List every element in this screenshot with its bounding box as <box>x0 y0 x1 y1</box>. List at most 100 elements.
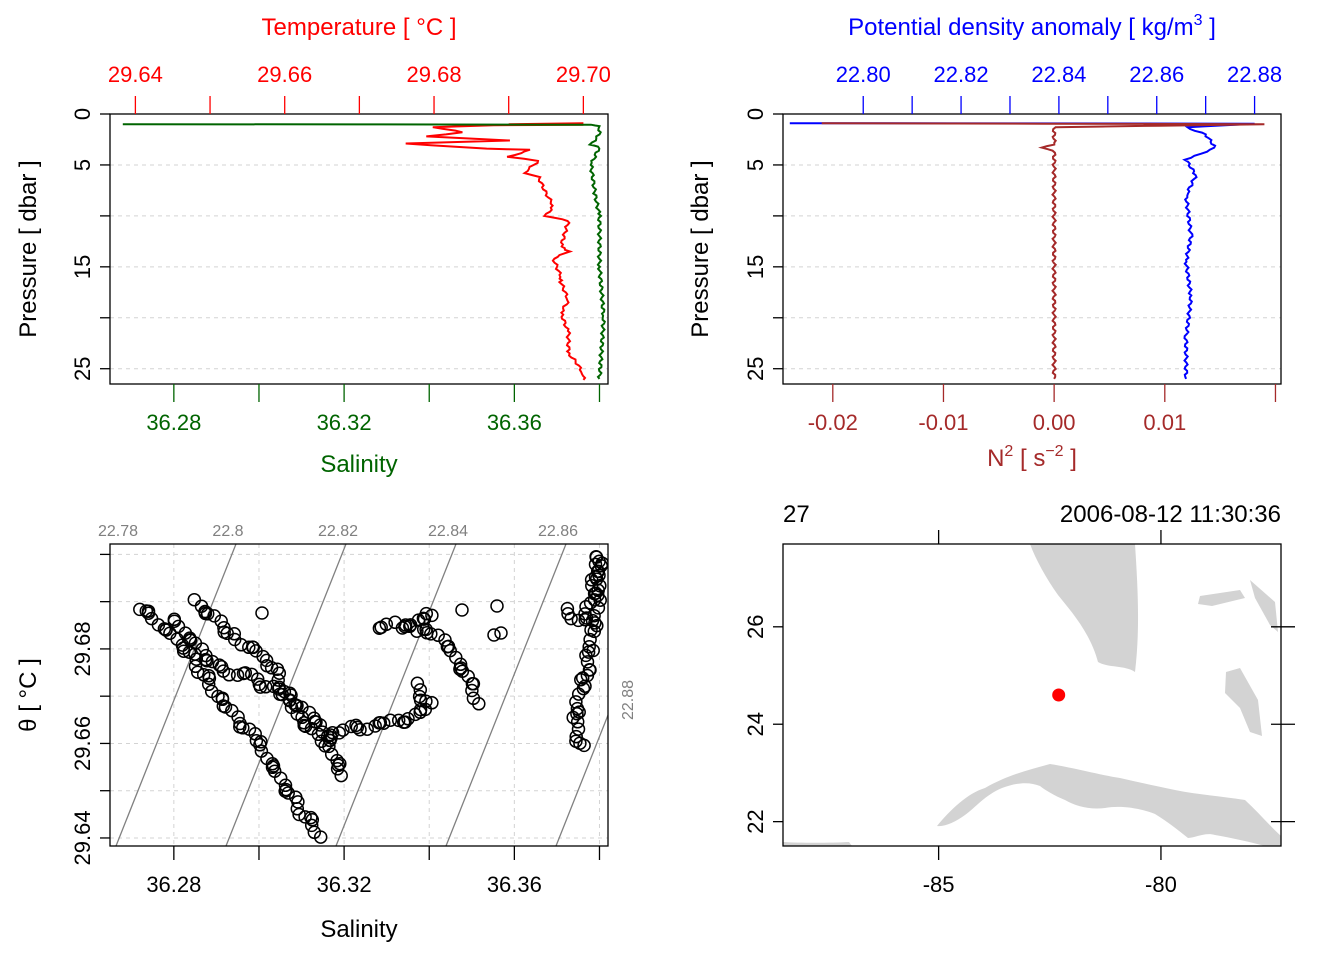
bottom-tick-label: 0.01 <box>1143 410 1186 435</box>
ts-point <box>410 676 425 691</box>
n2-axis: -0.02 -0.01 0.00 0.01 <box>808 384 1277 435</box>
ts-diagram-points <box>133 549 608 844</box>
ts-point <box>178 626 193 640</box>
ts-diagram-frame <box>109 543 609 847</box>
ts-point <box>583 663 597 677</box>
temperature-line <box>405 122 587 381</box>
y-tick-label: 0 <box>743 108 768 120</box>
density-axis-title-sup: 3 <box>1194 12 1203 29</box>
ts-point <box>259 653 274 668</box>
n2-axis-title-n: N <box>987 445 1004 472</box>
ts-point <box>344 719 358 734</box>
n2-axis-title-sup2: −2 <box>1045 443 1063 460</box>
salinity-line <box>122 123 606 380</box>
ts-point <box>200 607 215 621</box>
ts-point <box>581 645 596 659</box>
andros-island <box>1225 668 1262 736</box>
ts-point <box>313 718 328 732</box>
ts-point <box>313 830 328 844</box>
ts-salinity-axis-title: Salinity <box>320 916 397 943</box>
ts-point <box>466 677 481 691</box>
ts-point <box>590 564 605 579</box>
isopycnal-line <box>335 544 457 846</box>
ts-point <box>403 618 418 632</box>
ts-point <box>283 693 297 707</box>
ts-point <box>588 616 602 630</box>
density-line <box>789 122 1255 380</box>
n2-axis-title-end: ] <box>1064 445 1077 472</box>
ts-point <box>250 672 265 686</box>
station-marker <box>1052 688 1066 702</box>
pressure-axis-title: Pressure [ dbar ] <box>15 160 42 337</box>
ts-point <box>591 583 605 598</box>
ts-point <box>417 612 432 626</box>
ts-point <box>570 706 584 721</box>
ts-point <box>198 652 213 667</box>
ts-point <box>376 716 391 730</box>
ts-point <box>198 605 212 619</box>
isopycnal-label: 22.8 <box>212 523 243 540</box>
density-profile-panel: 22.80 22.82 22.84 22.86 22.88 -0.02 -0.01 0.00… <box>687 12 1282 472</box>
ts-point <box>350 720 365 735</box>
ts-point <box>272 666 287 680</box>
ts-point <box>246 640 261 655</box>
y-tick-label: 0 <box>70 108 95 120</box>
ts-point <box>322 733 337 748</box>
ts-point <box>325 725 340 740</box>
ts-point <box>253 738 267 752</box>
ts-profile-grid <box>110 164 608 370</box>
y-tick-label: 5 <box>743 159 768 171</box>
isopycnal-label: 22.86 <box>538 523 578 540</box>
map-land <box>783 544 1281 846</box>
map-frame <box>782 543 1282 847</box>
ts-point <box>304 810 318 825</box>
x-tick-label: 36.28 <box>146 872 201 897</box>
ts-point <box>591 601 606 615</box>
ts-point <box>353 722 367 737</box>
ts-point <box>398 715 412 729</box>
y-tick-label: 24 <box>743 712 768 736</box>
ts-point <box>278 778 293 793</box>
ts-point <box>571 687 586 701</box>
ts-point <box>189 652 204 666</box>
ts-profile-panel: 29.64 29.66 29.68 29.70 36.28 36.32 36.36 0 5 1… <box>15 14 611 478</box>
ts-point <box>383 713 398 727</box>
x-tick-label: 36.36 <box>487 872 542 897</box>
ts-salinity-axis: 36.28 36.32 36.36 <box>146 846 601 897</box>
density-axis-title-end: ] <box>1203 14 1216 41</box>
isopycnal-line <box>555 713 608 846</box>
station-datetime: 2006-08-12 11:30:36 <box>1060 501 1281 528</box>
bottom-tick-label: 36.32 <box>317 410 372 435</box>
ts-point <box>487 628 501 642</box>
ts-point <box>188 659 203 674</box>
bottom-tick-label: 36.28 <box>146 410 201 435</box>
ts-point <box>578 612 592 627</box>
ts-point <box>202 671 217 686</box>
density-profile-frame <box>782 113 1282 385</box>
ts-point <box>255 606 269 620</box>
n2-axis-title-sup: 2 <box>1004 443 1013 460</box>
ts-point <box>431 628 445 643</box>
ts-point <box>449 650 463 665</box>
n2-axis-title: N2 [ s−2 ] <box>987 443 1077 472</box>
ts-point <box>230 668 245 682</box>
station-id: 27 <box>783 501 810 528</box>
ts-point <box>584 623 598 637</box>
top-tick-label: 22.88 <box>1227 62 1282 87</box>
x-tick-label: -85 <box>923 872 955 897</box>
top-tick-label: 29.68 <box>407 62 462 87</box>
y-tick-label: 15 <box>743 255 768 279</box>
y-tick-label: 5 <box>70 159 95 171</box>
bottom-tick-label: 36.36 <box>487 410 542 435</box>
ts-point <box>298 719 313 734</box>
ts-point <box>304 818 319 833</box>
temperature-axis: 29.64 29.66 29.68 29.70 <box>108 62 611 114</box>
isopycnal-label: 22.82 <box>318 523 358 540</box>
density-profile-series <box>789 122 1265 380</box>
top-tick-label: 22.80 <box>836 62 891 87</box>
ts-point <box>413 683 428 697</box>
y-tick-label: 25 <box>70 356 95 380</box>
ts-point <box>577 738 591 753</box>
x-tick-label: 36.32 <box>317 872 372 897</box>
